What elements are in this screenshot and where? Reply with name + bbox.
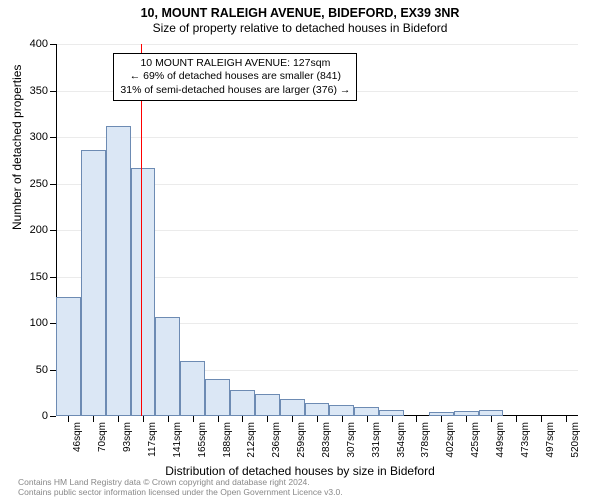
y-tick <box>50 137 56 138</box>
x-tick-label: 259sqm <box>296 422 307 458</box>
y-tick <box>50 277 56 278</box>
x-tick-label: 307sqm <box>346 422 357 458</box>
x-tick-label: 141sqm <box>172 422 183 458</box>
y-tick <box>50 416 56 417</box>
histogram-bar <box>180 361 205 416</box>
annotation-line: ← 69% of detached houses are smaller (84… <box>120 70 350 83</box>
y-tick-label: 300 <box>30 131 48 143</box>
x-tick <box>491 416 492 422</box>
x-tick-label: 46sqm <box>72 422 83 452</box>
histogram-bar <box>106 126 131 416</box>
x-tick <box>292 416 293 422</box>
x-tick <box>93 416 94 422</box>
x-tick-label: 70sqm <box>97 422 108 452</box>
x-tick <box>566 416 567 422</box>
x-tick-label: 449sqm <box>495 422 506 458</box>
x-tick <box>193 416 194 422</box>
x-tick <box>267 416 268 422</box>
y-tick-label: 200 <box>30 224 48 236</box>
page-title: 10, MOUNT RALEIGH AVENUE, BIDEFORD, EX39… <box>0 0 600 20</box>
y-tick <box>50 91 56 92</box>
histogram-bar <box>155 317 180 416</box>
y-tick-label: 50 <box>36 364 48 376</box>
x-tick <box>516 416 517 422</box>
x-tick <box>441 416 442 422</box>
y-tick-label: 350 <box>30 85 48 97</box>
x-tick <box>416 416 417 422</box>
x-tick-label: 473sqm <box>520 422 531 458</box>
x-tick-label: 117sqm <box>147 422 158 457</box>
x-tick <box>367 416 368 422</box>
x-tick <box>541 416 542 422</box>
y-tick <box>50 184 56 185</box>
x-tick <box>68 416 69 422</box>
histogram-bar <box>280 399 305 416</box>
x-tick <box>392 416 393 422</box>
histogram-bar <box>230 390 255 416</box>
y-axis-label: Number of detached properties <box>10 65 24 230</box>
x-tick-label: 378sqm <box>420 422 431 458</box>
attribution-line-2: Contains public sector information licen… <box>18 488 343 498</box>
x-tick-label: 497sqm <box>545 422 556 458</box>
y-tick <box>50 230 56 231</box>
attribution-text: Contains HM Land Registry data © Crown c… <box>18 478 343 498</box>
x-tick-label: 402sqm <box>445 422 456 458</box>
x-tick-label: 331sqm <box>371 422 382 458</box>
histogram-bar <box>81 150 106 416</box>
x-tick <box>466 416 467 422</box>
y-tick-label: 100 <box>30 317 48 329</box>
chart-container: 10, MOUNT RALEIGH AVENUE, BIDEFORD, EX39… <box>0 0 600 500</box>
x-tick <box>218 416 219 422</box>
annotation-box: 10 MOUNT RALEIGH AVENUE: 127sqm← 69% of … <box>113 53 357 100</box>
x-tick <box>143 416 144 422</box>
x-tick-label: 520sqm <box>570 422 581 458</box>
histogram-bar <box>131 168 156 416</box>
x-tick-label: 354sqm <box>396 422 407 458</box>
gridline <box>56 44 578 45</box>
x-tick <box>118 416 119 422</box>
histogram-bar <box>354 407 379 416</box>
x-tick-label: 425sqm <box>470 422 481 458</box>
gridline <box>56 137 578 138</box>
x-tick <box>317 416 318 422</box>
x-tick-label: 188sqm <box>222 422 233 458</box>
histogram-bar <box>56 297 81 416</box>
annotation-line: 10 MOUNT RALEIGH AVENUE: 127sqm <box>120 57 350 70</box>
histogram-bar <box>205 379 230 416</box>
x-tick-label: 212sqm <box>246 422 257 458</box>
histogram-bar <box>255 394 280 416</box>
x-tick-label: 283sqm <box>321 422 332 458</box>
x-axis-label: Distribution of detached houses by size … <box>0 464 600 478</box>
x-tick <box>342 416 343 422</box>
y-tick <box>50 44 56 45</box>
x-tick <box>242 416 243 422</box>
y-tick-label: 400 <box>30 38 48 50</box>
x-tick-label: 165sqm <box>197 422 208 458</box>
y-tick-label: 0 <box>42 410 48 422</box>
y-tick-label: 150 <box>30 271 48 283</box>
page-subtitle: Size of property relative to detached ho… <box>0 21 600 35</box>
y-tick-label: 250 <box>30 178 48 190</box>
histogram-bar <box>305 403 330 416</box>
histogram-bar <box>329 405 354 416</box>
annotation-line: 31% of semi-detached houses are larger (… <box>120 84 350 97</box>
x-tick <box>168 416 169 422</box>
x-tick-label: 93sqm <box>122 422 133 452</box>
x-tick-label: 236sqm <box>271 422 282 458</box>
plot-area: 05010015020025030035040046sqm70sqm93sqm1… <box>56 44 578 416</box>
